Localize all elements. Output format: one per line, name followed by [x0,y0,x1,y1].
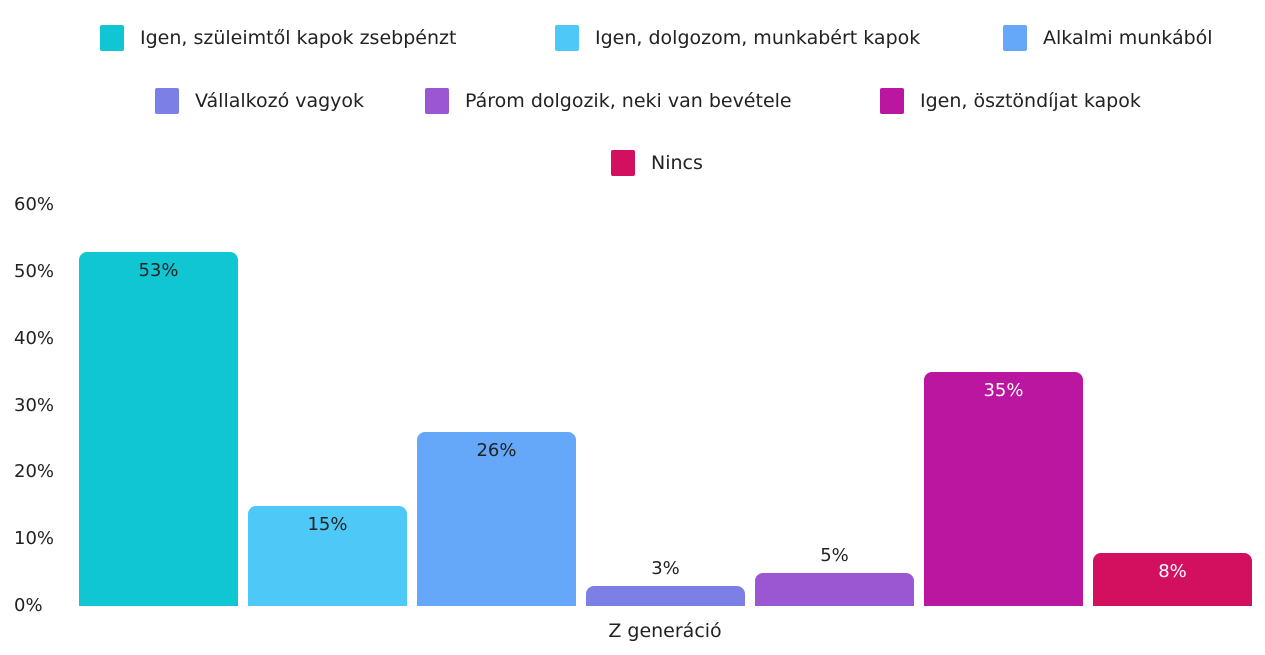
legend-item[interactable]: Igen, szüleimtől kapok zsebpénzt [100,25,456,51]
legend-label: Nincs [651,152,703,174]
legend-label: Alkalmi munkából [1043,27,1213,49]
legend-label: Párom dolgozik, neki van bevétele [465,90,792,112]
legend-label: Igen, ösztöndíjat kapok [920,90,1141,112]
data-label: 5% [820,544,849,566]
legend-item[interactable]: Párom dolgozik, neki van bevétele [425,88,792,114]
legend-label: Vállalkozó vagyok [195,90,365,112]
legend-swatch [555,25,579,51]
y-tick-label: 30% [14,394,55,416]
legend-label: Igen, szüleimtől kapok zsebpénzt [140,27,457,49]
legend-swatch [425,88,449,114]
data-label: 35% [983,380,1024,402]
bar [1093,552,1252,606]
bar [924,372,1083,606]
legend-item[interactable]: Vállalkozó vagyok [155,88,364,114]
legend-swatch [611,150,635,176]
y-tick-label: 60% [14,194,55,215]
legend-swatch [880,88,904,114]
legend-swatch [1003,25,1027,51]
data-label: 8% [1158,560,1187,582]
y-tick-label: 50% [14,260,55,282]
data-label: 3% [651,557,680,579]
data-label: 26% [476,440,517,462]
legend-swatch [155,88,179,114]
y-tick-label: 40% [14,327,55,349]
data-label: 53% [138,259,179,281]
y-tick-label: 10% [14,528,55,550]
legend-label: Igen, dolgozom, munkabért kapok [595,27,921,49]
legend-item[interactable]: Alkalmi munkából [1003,25,1213,51]
legend-item[interactable]: Igen, ösztöndíjat kapok [880,88,1141,114]
bar [586,585,745,606]
data-label: 15% [307,513,348,535]
y-tick-label: 20% [14,461,55,483]
y-tick-label: 0% [14,595,43,616]
bar [417,432,576,606]
x-axis-label: Z generáció [608,620,722,642]
bar [248,505,407,606]
bar [79,251,238,606]
legend-swatch [100,25,124,51]
bar [755,572,914,606]
legend-item[interactable]: Igen, dolgozom, munkabért kapok [555,25,920,51]
legend-item[interactable]: Nincs [611,150,703,176]
